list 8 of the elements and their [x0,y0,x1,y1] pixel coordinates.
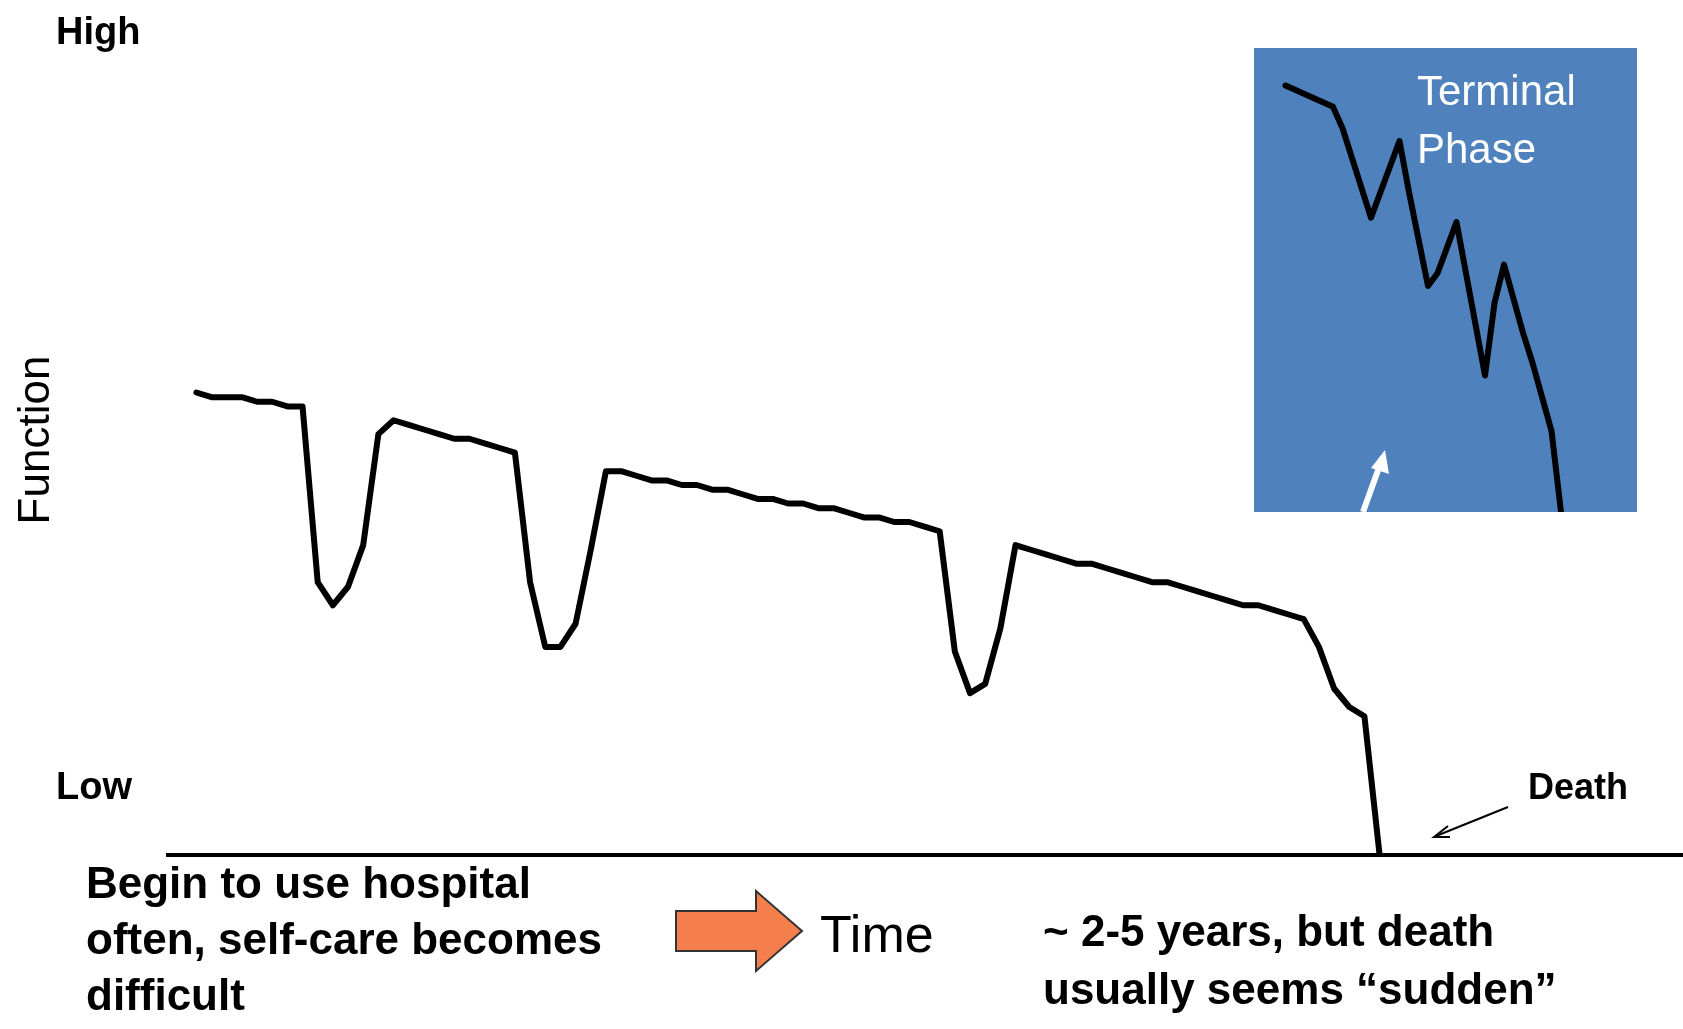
x-axis-title: Time [820,904,934,964]
text: ~ 2-5 years, but death usually seems “sudden” [1043,905,1558,1015]
annotation: Death [1528,766,1629,808]
chart-title: Terminal Phase [1417,66,1577,174]
text: High [56,10,141,53]
text: Low [56,765,132,808]
text: Begin to use hospital often, self-care becomes difficult [86,857,603,1021]
y-axis-title: Function [9,355,59,525]
